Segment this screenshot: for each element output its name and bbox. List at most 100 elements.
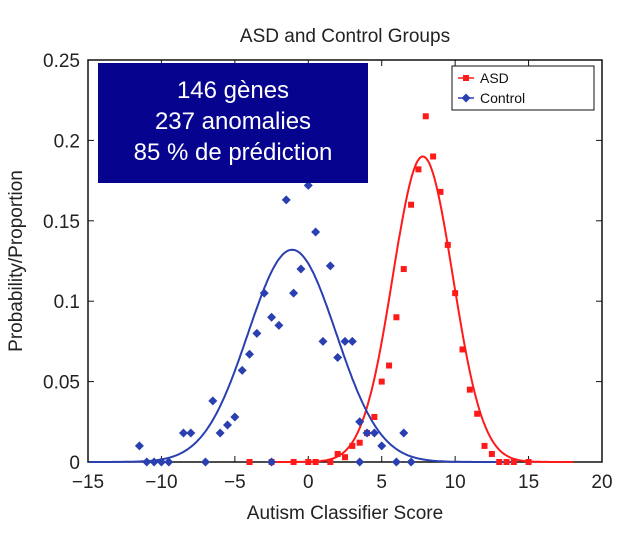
- y-axis-label: Probability/Proportion: [6, 170, 27, 352]
- asd-point: [378, 378, 385, 385]
- x-tick-label: −10: [145, 472, 177, 493]
- control-point: [178, 428, 188, 438]
- control-point: [223, 420, 233, 430]
- asd-point: [327, 459, 334, 465]
- control-point: [281, 195, 291, 205]
- fit-curves: [89, 155, 574, 463]
- control-point: [391, 457, 401, 467]
- control-point: [362, 428, 372, 438]
- x-tick-label: −15: [72, 472, 104, 493]
- asd-point: [488, 450, 495, 457]
- asd-point: [474, 410, 481, 417]
- control-legend-marker: [461, 93, 471, 103]
- legend: ASD Control: [451, 65, 595, 111]
- x-tick-label: 10: [445, 472, 466, 493]
- control-point: [142, 457, 152, 467]
- asd-point: [393, 314, 400, 321]
- control-point: [347, 336, 357, 346]
- asd-point: [437, 188, 444, 195]
- asd-point: [452, 290, 459, 297]
- x-tick-label: −5: [224, 472, 246, 493]
- x-tick-label: 20: [591, 472, 612, 493]
- asd-point: [342, 454, 348, 461]
- legend-box: [451, 65, 595, 111]
- asd-point: [312, 459, 319, 465]
- asd-point: [246, 459, 253, 465]
- asd-point: [481, 442, 488, 449]
- asd-point: [422, 113, 429, 120]
- control-point: [369, 428, 379, 438]
- control-point: [208, 396, 218, 406]
- asd-point: [349, 442, 356, 449]
- annotation-line-genes: 146 gènes: [176, 77, 290, 104]
- asd-point: [290, 459, 297, 465]
- y-tick-label: 0.2: [54, 131, 80, 152]
- control-point: [252, 328, 262, 338]
- x-tick-label: 5: [376, 472, 387, 493]
- control-point: [259, 288, 269, 298]
- control-point: [325, 261, 335, 271]
- asd-point: [415, 166, 422, 173]
- control-point: [406, 457, 416, 467]
- x-tick-labels: −15 −10 −5 0 5 10 15 20: [72, 472, 613, 493]
- control-point: [399, 428, 409, 438]
- asd-point: [510, 459, 517, 465]
- asd-point: [386, 362, 393, 369]
- annotation-line-anomalies: 237 anomalies: [154, 108, 312, 135]
- control-point: [311, 227, 321, 237]
- asd-point: [444, 241, 451, 248]
- asd-point: [334, 450, 341, 457]
- control-legend-label: Control: [480, 90, 525, 106]
- y-tick-labels: 0 0.05 0.1 0.15 0.2 0.25: [43, 51, 80, 474]
- asd-point: [525, 459, 532, 465]
- annotation-line-prediction: 85 % de prédiction: [133, 139, 333, 166]
- x-tick-label: 0: [303, 472, 314, 493]
- control-point: [215, 428, 225, 438]
- control-point: [303, 180, 313, 190]
- control-point: [267, 457, 277, 467]
- asd-point: [356, 439, 363, 446]
- y-tick-label: 0.05: [43, 373, 80, 394]
- asd-point: [466, 386, 473, 393]
- asd-fit-curve: [272, 155, 574, 463]
- control-point: [355, 457, 365, 467]
- control-point: [149, 457, 159, 467]
- x-axis-label: Autism Classifier Score: [247, 503, 443, 524]
- control-point: [267, 312, 277, 322]
- y-tick-label: 0.15: [43, 212, 80, 233]
- control-point: [289, 288, 299, 298]
- asd-point: [400, 266, 407, 273]
- control-point: [186, 428, 196, 438]
- control-point: [296, 264, 306, 274]
- asd-point: [430, 153, 437, 160]
- control-point: [377, 441, 387, 451]
- control-point: [237, 365, 247, 375]
- y-tick-label: 0.1: [54, 292, 80, 313]
- asd-legend-marker: [463, 75, 469, 81]
- control-point: [245, 349, 255, 359]
- control-point: [274, 320, 284, 330]
- control-point: [134, 441, 144, 451]
- control-point: [333, 352, 343, 362]
- asd-point: [503, 459, 510, 465]
- asd-point: [408, 201, 415, 208]
- x-tick-label: 15: [518, 472, 539, 493]
- control-point: [164, 457, 174, 467]
- asd-legend-label: ASD: [480, 70, 509, 86]
- asd-point: [305, 459, 312, 465]
- control-point: [230, 412, 240, 422]
- chart-title: ASD and Control Groups: [240, 26, 450, 47]
- control-point: [200, 457, 210, 467]
- control-point: [355, 417, 365, 427]
- asd-point: [459, 346, 466, 353]
- control-point: [318, 336, 328, 346]
- y-tick-label: 0: [69, 453, 80, 474]
- asd-point: [496, 459, 503, 465]
- control-fit-curve: [89, 248, 513, 463]
- annotation-box: 146 gènes 237 anomalies 85 % de prédicti…: [98, 63, 368, 183]
- data-points: [134, 113, 532, 467]
- control-point: [340, 336, 350, 346]
- y-tick-label: 0.25: [43, 51, 80, 72]
- plot-frame: [87, 59, 603, 463]
